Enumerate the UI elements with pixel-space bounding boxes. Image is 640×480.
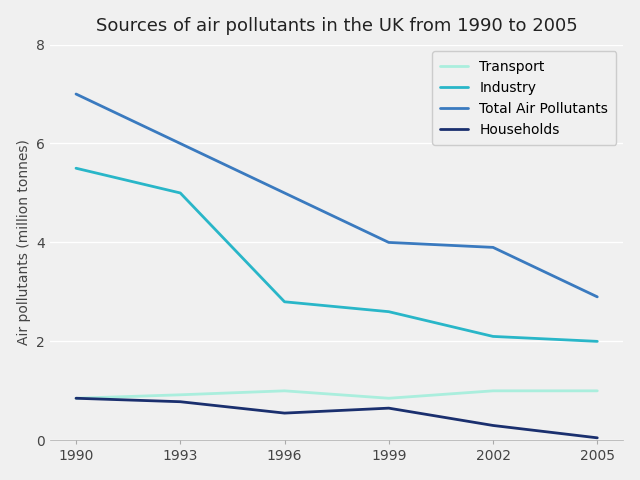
Transport: [489, 388, 497, 394]
Transport: [177, 392, 184, 397]
Line: Industry: Industry: [76, 168, 597, 341]
Industry: [281, 299, 289, 305]
Line: Total Air Pollutants: Total Air Pollutants: [76, 94, 597, 297]
Total Air Pollutants: [177, 141, 184, 146]
Transport: [72, 396, 80, 401]
Total Air Pollutants: [489, 244, 497, 250]
Households: [593, 435, 601, 441]
Households: [177, 399, 184, 405]
Y-axis label: Air pollutants (million tonnes): Air pollutants (million tonnes): [17, 140, 31, 346]
Industry: [593, 338, 601, 344]
Title: Sources of air pollutants in the UK from 1990 to 2005: Sources of air pollutants in the UK from…: [96, 17, 577, 35]
Total Air Pollutants: [281, 190, 289, 196]
Total Air Pollutants: [72, 91, 80, 97]
Households: [281, 410, 289, 416]
Total Air Pollutants: [593, 294, 601, 300]
Households: [385, 405, 392, 411]
Transport: [385, 396, 392, 401]
Industry: [177, 190, 184, 196]
Line: Households: Households: [76, 398, 597, 438]
Industry: [489, 334, 497, 339]
Transport: [593, 388, 601, 394]
Households: [72, 396, 80, 401]
Industry: [72, 165, 80, 171]
Line: Transport: Transport: [76, 391, 597, 398]
Transport: [281, 388, 289, 394]
Industry: [385, 309, 392, 314]
Legend: Transport, Industry, Total Air Pollutants, Households: Transport, Industry, Total Air Pollutant…: [432, 51, 616, 145]
Households: [489, 422, 497, 428]
Total Air Pollutants: [385, 240, 392, 245]
